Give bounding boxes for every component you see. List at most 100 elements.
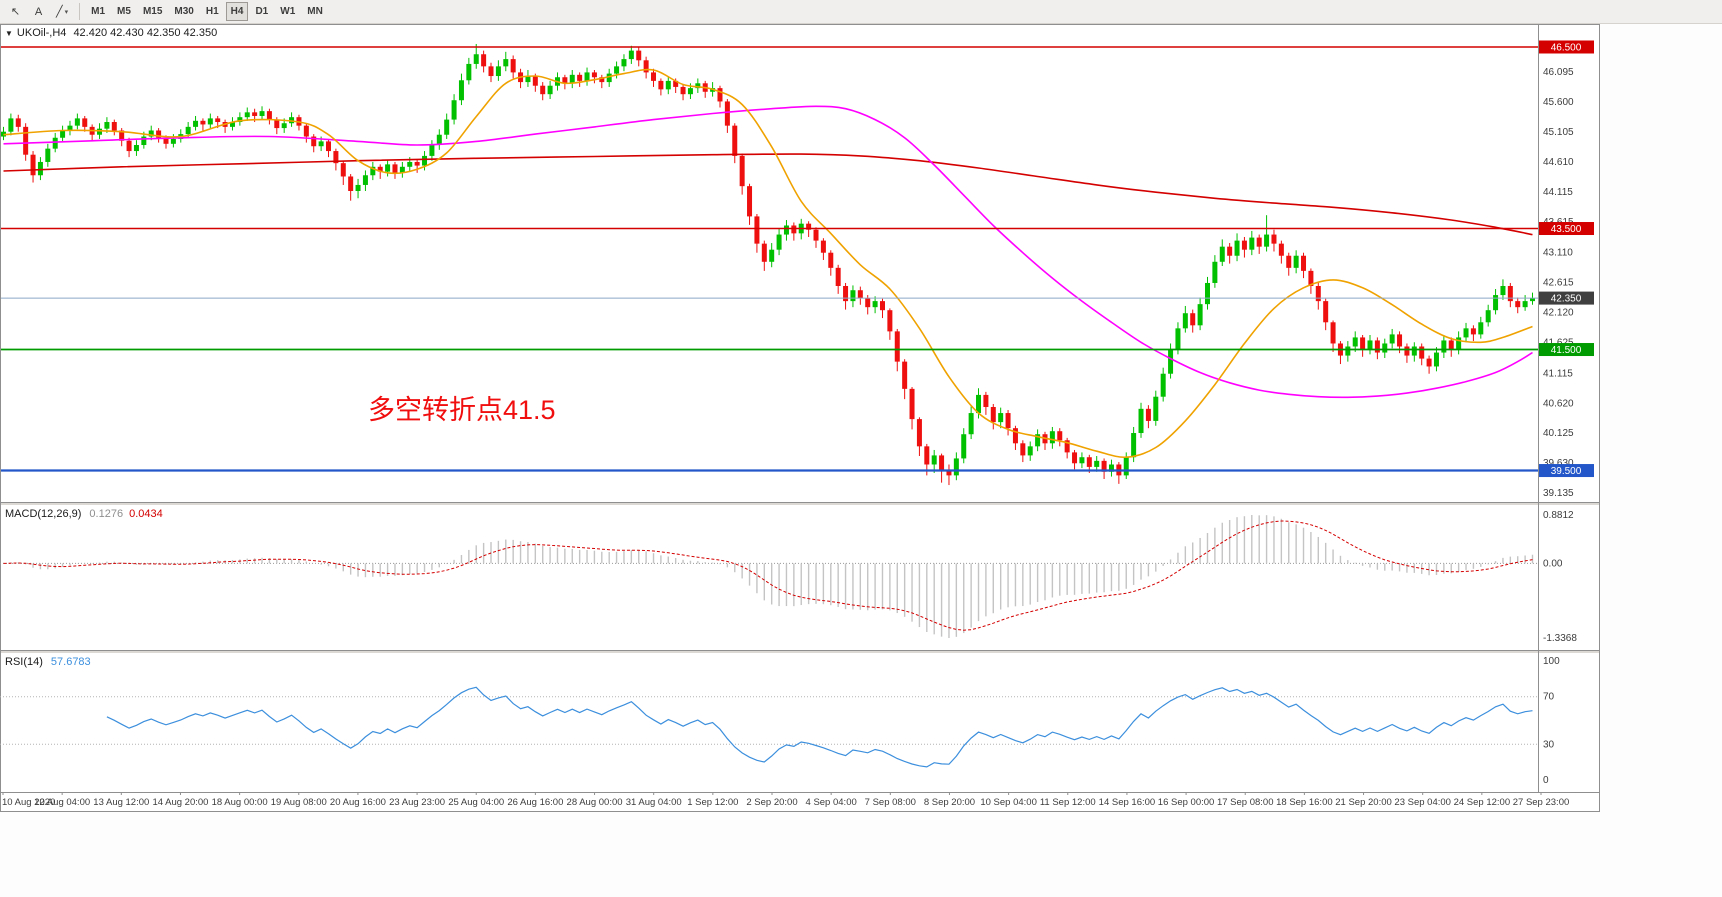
time-axis-label: 14 Aug 20:00 (152, 797, 208, 808)
timeframe-button-H1[interactable]: H1 (205, 6, 219, 17)
text-label-tool-button[interactable]: A (34, 5, 43, 18)
dropdown-arrow-icon: ▾ (64, 8, 69, 16)
candle-body (961, 434, 967, 459)
symbol-expand-icon[interactable]: ▼ (5, 29, 13, 38)
candle-body (761, 243, 767, 262)
panel-splitter[interactable] (0, 650, 1600, 653)
time-axis-label: 25 Aug 04:00 (448, 797, 504, 808)
candle-body (200, 120, 206, 125)
candle-body (215, 118, 221, 123)
candle-body (1123, 457, 1129, 476)
drawing-tool-group: ↖ A ╱ ▾ (4, 2, 74, 21)
time-axis-label: 14 Sep 16:00 (1099, 797, 1156, 808)
candle-body (606, 73, 612, 83)
timeframe-button-M1[interactable]: M1 (91, 6, 106, 17)
chart-window[interactable]: 46.09545.60045.10544.61044.11543.61543.1… (0, 24, 1600, 812)
chart-annotation-text[interactable]: 多空转折点41.5 (368, 395, 556, 425)
time-axis-label: 10 Sep 04:00 (980, 797, 1037, 808)
candle-body (207, 118, 213, 125)
candle-body (392, 164, 398, 173)
chart-canvas[interactable]: 46.09545.60045.10544.61044.11543.61543.1… (0, 24, 1600, 812)
candle-body (1072, 452, 1078, 464)
candle-body (503, 59, 509, 67)
price-axis-label: 44.610 (1543, 157, 1574, 168)
candle-body (1057, 431, 1063, 441)
timeframe-button-M15[interactable]: M15 (142, 6, 163, 17)
candle-body (820, 240, 826, 253)
price-axis-label: 45.105 (1543, 127, 1574, 138)
candle-body (377, 166, 383, 172)
candle-body (436, 134, 442, 146)
candle-body (1138, 408, 1144, 434)
candle-body (614, 66, 620, 74)
window-border (0, 24, 1600, 812)
candle-body (15, 118, 21, 127)
candle-body (104, 122, 110, 129)
candle-body (133, 145, 139, 152)
candle-body (1360, 337, 1366, 350)
candle-body (141, 136, 147, 146)
candle-body (1426, 358, 1432, 367)
candle-body (813, 229, 819, 241)
candle-body (1108, 464, 1114, 472)
candle-body (1463, 328, 1469, 338)
candle-body (658, 80, 664, 90)
candle-body (1249, 237, 1255, 250)
candle-body (407, 161, 413, 167)
timeframe-button-M5[interactable]: M5 (117, 6, 131, 17)
candle-body (1020, 443, 1026, 456)
candle-body (953, 458, 959, 476)
candle-body (1448, 340, 1454, 350)
candle-body (333, 151, 339, 164)
candle-body (1493, 295, 1499, 311)
time-axis-label: 23 Aug 23:00 (389, 797, 445, 808)
candle-body (495, 66, 501, 77)
time-axis-label: 31 Aug 04:00 (626, 797, 682, 808)
candle-body (1227, 246, 1233, 256)
timeframe-button-D1[interactable]: D1 (255, 6, 269, 17)
time-axis-label: 18 Sep 16:00 (1276, 797, 1333, 808)
candle-body (244, 112, 250, 118)
candle-body (355, 184, 361, 191)
drawing-tools-button[interactable]: ╱ ▾ (56, 6, 69, 18)
panel-splitter[interactable] (0, 502, 1600, 505)
candle-body (1145, 408, 1151, 421)
candle-body (591, 72, 597, 78)
candle-body (414, 161, 420, 166)
candle-body (74, 118, 80, 126)
time-axis-label: 24 Sep 12:00 (1454, 797, 1511, 808)
candle-body (680, 86, 686, 95)
candle-body (1012, 428, 1018, 444)
candle-body (385, 164, 391, 172)
candle-body (1182, 313, 1188, 329)
candle-body (850, 290, 856, 302)
bid-price-badge (1539, 291, 1594, 305)
price-axis-label: 41.625 (1543, 337, 1574, 348)
candle-body (82, 118, 88, 127)
candle-body (126, 140, 132, 152)
candle-body (1131, 433, 1137, 458)
candle-body (1064, 440, 1070, 453)
candle-body (163, 137, 169, 144)
rsi-axis-label: 30 (1543, 739, 1555, 750)
candle-body (732, 125, 738, 156)
candle-body (569, 74, 575, 84)
candle-body (52, 137, 58, 149)
cursor-tool-button[interactable]: ↖ (10, 6, 21, 18)
candle-body (451, 100, 457, 120)
candle-body (510, 59, 516, 73)
candle-body (1308, 270, 1314, 286)
rsi-name: RSI(14) (5, 656, 43, 668)
timeframe-button-W1[interactable]: W1 (280, 6, 296, 17)
candle-body (23, 126, 29, 155)
timeframe-button-MN[interactable]: MN (307, 6, 323, 17)
time-axis-label: 1 Sep 12:00 (687, 797, 738, 808)
timeframe-button-M30[interactable]: M30 (174, 6, 194, 17)
candle-body (1005, 413, 1011, 429)
candle-body (939, 455, 945, 471)
candle-body (665, 80, 671, 90)
candle-body (185, 126, 191, 135)
candle-body (311, 136, 317, 147)
timeframe-button-H4[interactable]: H4 (225, 2, 249, 21)
candle-body (695, 83, 701, 89)
